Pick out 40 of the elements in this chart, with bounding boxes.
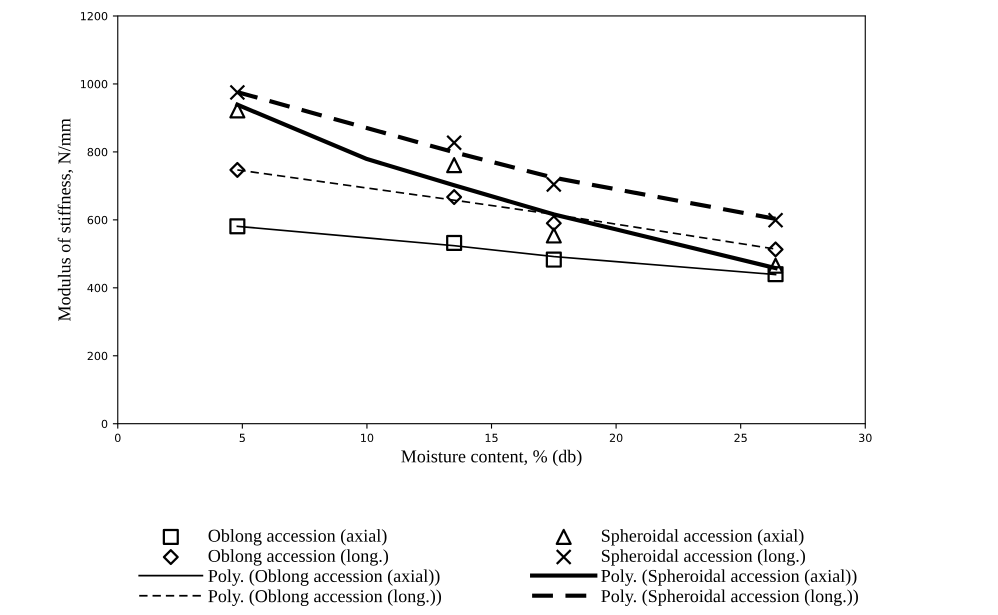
legend-label: Poly. (Oblong accession (axial)) bbox=[208, 569, 440, 586]
legend-label: Poly. (Spheroidal accession (axial)) bbox=[601, 569, 856, 586]
point bbox=[768, 241, 784, 258]
point bbox=[546, 227, 562, 244]
point bbox=[446, 234, 462, 252]
y-tick-label: 600 bbox=[88, 216, 108, 224]
x-tick-label: 20 bbox=[610, 434, 622, 442]
x-tick-label: 25 bbox=[734, 434, 747, 442]
point bbox=[546, 176, 562, 193]
y-tick-label: 800 bbox=[88, 148, 108, 156]
x-tick-label: 5 bbox=[240, 434, 245, 442]
legend-label: Oblong accession (axial) bbox=[208, 529, 387, 546]
legend-label: Spheroidal accession (long.) bbox=[602, 549, 805, 566]
y-tick-label: 400 bbox=[87, 284, 108, 292]
point bbox=[768, 266, 784, 282]
point bbox=[229, 162, 246, 178]
x-tick-label: 10 bbox=[361, 434, 374, 442]
point bbox=[446, 157, 462, 174]
legend-label: Poly. (Oblong accession (long.)) bbox=[208, 590, 442, 606]
point bbox=[546, 215, 562, 232]
point bbox=[446, 189, 462, 206]
point bbox=[768, 212, 784, 228]
point bbox=[768, 258, 784, 274]
legend-label: Spheroidal accession (axial) bbox=[602, 529, 804, 546]
y-axis-title: Modulus of stiffness, N/mm bbox=[58, 118, 74, 321]
point bbox=[229, 102, 246, 119]
y-tick-label: 1000 bbox=[80, 80, 108, 88]
legend-label: Oblong accession (long.) bbox=[208, 549, 388, 566]
y-tick-label: 1200 bbox=[80, 12, 108, 20]
point bbox=[229, 218, 246, 234]
x-tick-label: 30 bbox=[859, 434, 872, 442]
x-tick-label: 15 bbox=[486, 434, 498, 442]
point bbox=[546, 252, 562, 268]
point bbox=[229, 84, 246, 100]
x-tick-label: 0 bbox=[114, 434, 121, 442]
y-tick-label: 0 bbox=[102, 420, 108, 428]
legend-label: Poly. (Spheroidal accession (long.)) bbox=[601, 589, 858, 606]
y-tick-label: 200 bbox=[88, 352, 108, 360]
x-axis-title: Moisture content, % (db) bbox=[401, 450, 582, 466]
point bbox=[446, 134, 462, 151]
